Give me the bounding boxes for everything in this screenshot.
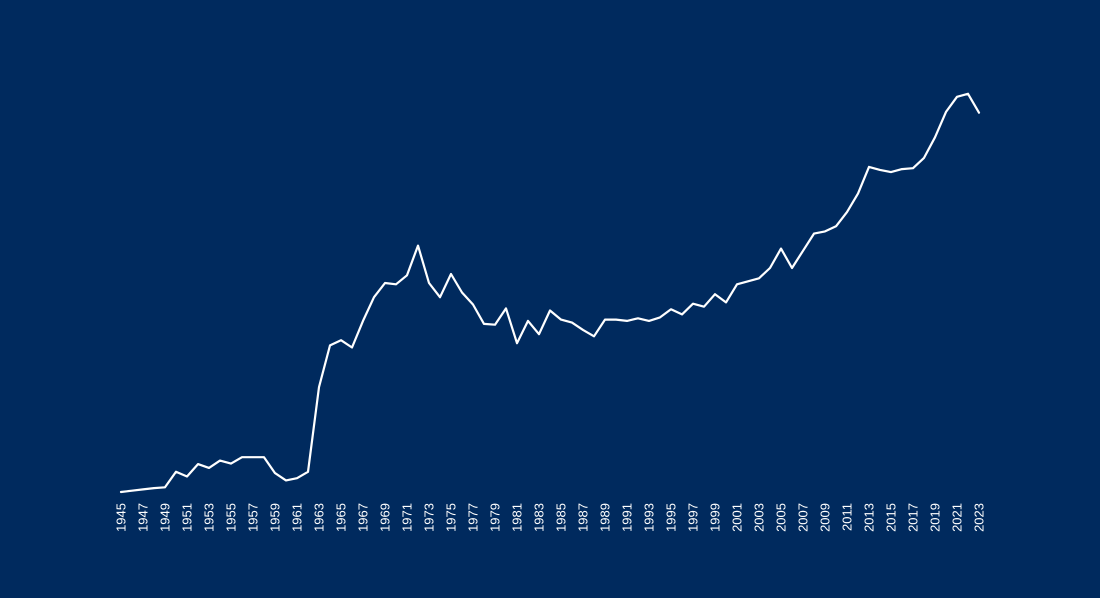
x-tick-label: 1975 <box>444 503 459 532</box>
x-tick-label: 2015 <box>884 503 899 532</box>
x-tick-label: 1965 <box>334 503 349 532</box>
x-tick-label: 1947 <box>136 503 151 532</box>
x-tick-label: 1977 <box>466 503 481 532</box>
x-tick-label: 2019 <box>928 503 943 532</box>
x-tick-label: 1955 <box>224 503 239 532</box>
x-tick-label: 2007 <box>796 503 811 532</box>
x-tick-label: 2017 <box>906 503 921 532</box>
x-tick-label: 2011 <box>840 503 855 531</box>
x-axis-ticks: 1945 1947 1949 1951 1953 1955 1957 1959 1961 1963… <box>114 503 987 532</box>
x-tick-label: 1985 <box>554 503 569 532</box>
x-tick-label: 1945 <box>114 503 129 532</box>
x-tick-label: 2009 <box>818 503 833 532</box>
x-tick-label: 1995 <box>664 503 679 532</box>
x-tick-label: 1971 <box>400 503 415 532</box>
x-tick-label: 2003 <box>752 503 767 532</box>
x-tick-label: 1993 <box>642 503 657 532</box>
x-tick-label: 1979 <box>488 503 503 532</box>
x-tick-label: 1999 <box>708 503 723 532</box>
x-tick-label: 2005 <box>774 503 789 532</box>
x-tick-label: 2023 <box>972 503 987 532</box>
x-tick-label: 1981 <box>510 503 525 532</box>
series-line-0 <box>119 92 981 494</box>
x-tick-label: 1953 <box>202 503 217 532</box>
x-tick-label: 1969 <box>378 503 393 532</box>
x-tick-label: 2001 <box>730 503 745 532</box>
x-tick-label: 2021 <box>950 503 965 532</box>
x-tick-label: 1983 <box>532 503 547 532</box>
x-tick-label: 1961 <box>290 503 305 532</box>
x-tick-label: 1987 <box>576 503 591 532</box>
x-tick-label: 1967 <box>356 503 371 532</box>
x-tick-label: 1991 <box>620 503 635 532</box>
series-layer <box>119 92 981 494</box>
x-tick-label: 1951 <box>180 503 195 532</box>
x-tick-label: 1989 <box>598 503 613 532</box>
x-tick-label: 1997 <box>686 503 701 532</box>
x-tick-label: 1957 <box>246 503 261 532</box>
x-tick-label: 1973 <box>422 503 437 532</box>
x-tick-label: 2013 <box>862 503 877 532</box>
x-tick-label: 1963 <box>312 503 327 532</box>
x-tick-label: 1949 <box>158 503 173 532</box>
x-tick-label: 1959 <box>268 503 283 532</box>
